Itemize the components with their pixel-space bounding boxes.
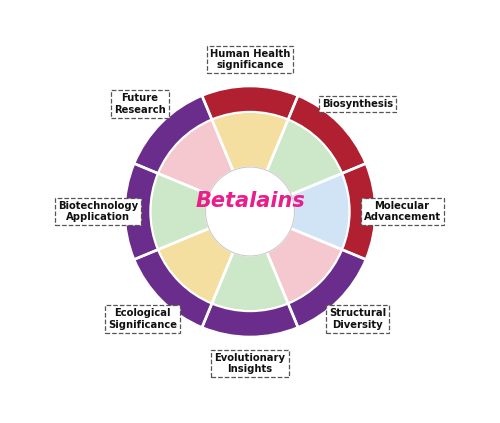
Wedge shape xyxy=(158,119,250,212)
Text: Structural
Diversity: Structural Diversity xyxy=(329,308,386,330)
Text: Ecological
Significance: Ecological Significance xyxy=(108,308,177,330)
Wedge shape xyxy=(212,212,288,311)
Wedge shape xyxy=(150,173,250,250)
Wedge shape xyxy=(250,119,342,212)
Text: Biosynthesis: Biosynthesis xyxy=(322,99,393,109)
Wedge shape xyxy=(134,96,212,173)
Wedge shape xyxy=(202,86,298,119)
Text: Human Health
significance: Human Health significance xyxy=(210,49,290,70)
Wedge shape xyxy=(158,212,250,304)
Circle shape xyxy=(206,167,294,256)
Text: Biotechnology
Application: Biotechnology Application xyxy=(58,201,138,222)
Wedge shape xyxy=(212,112,288,212)
Wedge shape xyxy=(250,173,350,250)
Wedge shape xyxy=(288,96,366,173)
Wedge shape xyxy=(288,250,366,327)
Wedge shape xyxy=(134,250,212,327)
Wedge shape xyxy=(202,304,298,337)
Text: Betalains: Betalains xyxy=(195,191,305,211)
Text: Evolutionary
Insights: Evolutionary Insights xyxy=(214,353,286,374)
Wedge shape xyxy=(250,212,342,304)
Wedge shape xyxy=(125,164,158,259)
Wedge shape xyxy=(342,164,375,259)
Text: Future
Research: Future Research xyxy=(114,93,166,115)
Text: Molecular
Advancement: Molecular Advancement xyxy=(364,201,440,222)
